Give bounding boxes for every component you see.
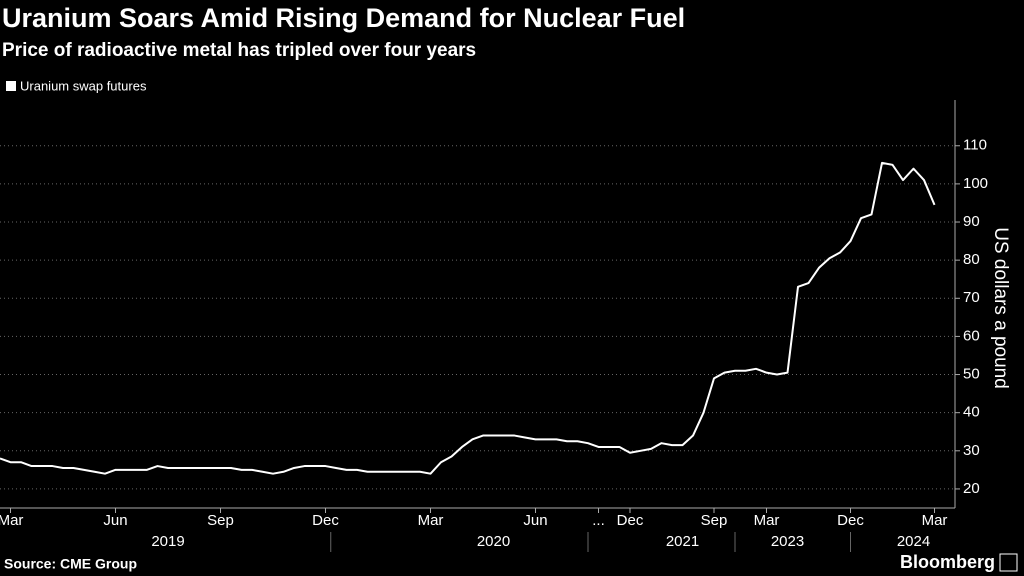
brand: Bloomberg <box>900 552 995 572</box>
y-tick-label: 30 <box>963 442 980 459</box>
year-label: 2019 <box>151 533 184 550</box>
chart-title: Uranium Soars Amid Rising Demand for Nuc… <box>2 3 685 33</box>
y-tick-label: 70 <box>963 289 980 306</box>
y-tick-label: 110 <box>963 137 987 154</box>
y-tick-label: 60 <box>963 327 980 344</box>
year-label: 2023 <box>771 533 804 550</box>
x-tick-label: Sep <box>207 512 234 529</box>
x-tick-label: Mar <box>922 512 948 529</box>
y-tick-label: 20 <box>963 480 980 497</box>
x-tick-label: Mar <box>418 512 444 529</box>
x-tick-label: Jun <box>523 512 547 529</box>
year-label: 2024 <box>897 533 930 550</box>
legend-label: Uranium swap futures <box>20 78 147 93</box>
x-tick-label: Dec <box>617 512 644 529</box>
x-tick-label: Sep <box>701 512 728 529</box>
y-tick-label: 90 <box>963 213 980 230</box>
year-label: 2020 <box>477 533 510 550</box>
legend-swatch <box>6 81 16 91</box>
x-tick-label: Dec <box>312 512 339 529</box>
x-tick-label: Jun <box>103 512 127 529</box>
y-tick-label: 50 <box>963 366 980 383</box>
x-tick-label: Mar <box>754 512 780 529</box>
x-tick-label: ... <box>592 512 605 529</box>
x-tick-label: Mar <box>0 512 23 529</box>
y-tick-label: 100 <box>963 175 988 192</box>
chart-subtitle: Price of radioactive metal has tripled o… <box>2 40 476 61</box>
year-label: 2021 <box>666 533 699 550</box>
brand-icon <box>999 553 1018 572</box>
y-tick-label: 80 <box>963 251 980 268</box>
x-tick-label: Dec <box>837 512 864 529</box>
y-tick-label: 40 <box>963 404 980 421</box>
y-axis-label: US dollars a pound <box>990 227 1011 389</box>
source: Source: CME Group <box>4 556 137 572</box>
price-line <box>0 161 936 475</box>
